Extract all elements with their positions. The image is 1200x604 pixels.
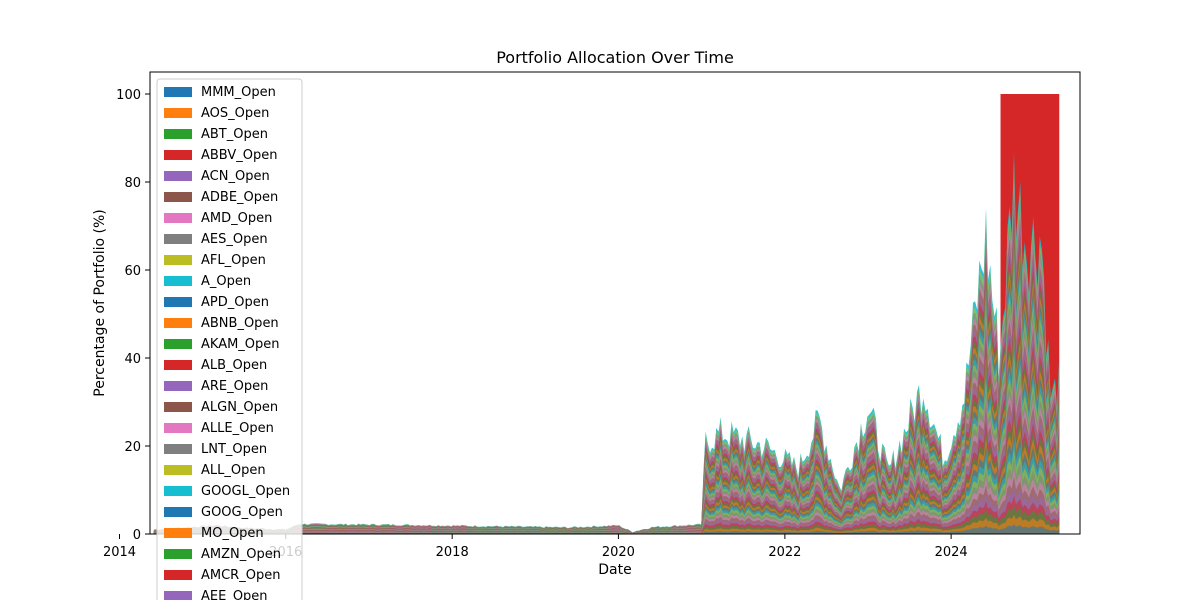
stacked-area-band — [153, 524, 1060, 534]
x-tick-label: 2014 — [103, 545, 136, 560]
legend-label: AOS_Open — [201, 106, 269, 121]
x-axis-label: Date — [598, 562, 631, 578]
legend-swatch — [164, 192, 192, 202]
legend: MMM_Open AOS_Open ABT_Open ABBV_Open ACN_Ope… — [156, 78, 303, 604]
legend-label: AMCR_Open — [201, 568, 280, 583]
legend-label: ALGN_Open — [201, 400, 278, 415]
legend-label: ALB_Open — [201, 358, 267, 373]
legend-label: ADBE_Open — [201, 190, 278, 205]
legend-label: LNT_Open — [201, 442, 267, 457]
legend-label: GOOG_Open — [201, 505, 283, 520]
x-tick-label: 2022 — [768, 545, 801, 560]
legend-swatch — [164, 276, 192, 286]
legend-label: ABT_Open — [201, 127, 268, 142]
legend-swatch — [164, 507, 192, 517]
y-tick-label: 0 — [133, 528, 141, 543]
y-axis: 0 20 40 60 80 100 — [116, 88, 150, 543]
y-tick-label: 40 — [124, 352, 141, 367]
legend-swatch — [164, 87, 192, 97]
legend-swatch — [164, 444, 192, 454]
legend-swatch — [164, 423, 192, 433]
legend-swatch — [164, 255, 192, 265]
legend-label: AES_Open — [201, 232, 268, 247]
plot-frame — [149, 71, 1081, 535]
legend-swatch — [164, 549, 192, 559]
plot-area — [153, 94, 1060, 534]
legend-label: AKAM_Open — [201, 337, 280, 352]
x-tick-label: 2024 — [935, 545, 968, 560]
legend-swatch — [164, 108, 192, 118]
legend-label: ARE_Open — [201, 379, 268, 394]
legend-swatch — [164, 339, 192, 349]
y-tick-label: 20 — [124, 440, 141, 455]
legend-swatch — [164, 381, 192, 391]
legend-label: AMZN_Open — [201, 547, 281, 562]
legend-swatch — [164, 591, 192, 601]
legend-label: ABNB_Open — [201, 316, 279, 331]
legend-label: GOOGL_Open — [201, 484, 290, 499]
legend-label: APD_Open — [201, 295, 269, 310]
legend-label: ABBV_Open — [201, 148, 277, 163]
legend-swatch — [164, 486, 192, 496]
legend-label: MO_Open — [201, 526, 264, 541]
legend-label: A_Open — [201, 274, 251, 289]
legend-label: ALLE_Open — [201, 421, 274, 436]
legend-swatch — [164, 402, 192, 412]
legend-swatch — [164, 528, 192, 538]
legend-swatch — [164, 234, 192, 244]
legend-swatch — [164, 297, 192, 307]
legend-label: ALL_Open — [201, 463, 266, 478]
legend-swatch — [164, 129, 192, 139]
legend-label: AFL_Open — [201, 253, 266, 268]
y-tick-label: 80 — [124, 176, 141, 191]
legend-label: ACN_Open — [201, 169, 270, 184]
legend-swatch — [164, 318, 192, 328]
y-tick-label: 60 — [124, 264, 141, 279]
legend-swatch — [164, 171, 192, 181]
legend-swatch — [164, 150, 192, 160]
legend-box — [156, 78, 303, 604]
x-tick-label: 2018 — [436, 545, 469, 560]
chart-title: Portfolio Allocation Over Time — [496, 48, 734, 67]
legend-swatch — [164, 570, 192, 580]
legend-swatch — [164, 360, 192, 370]
legend-label: AMD_Open — [201, 211, 272, 226]
legend-swatch — [164, 465, 192, 475]
legend-swatch — [164, 213, 192, 223]
y-tick-label: 100 — [116, 88, 141, 103]
legend-label: AEE_Open — [201, 589, 268, 600]
legend-label: MMM_Open — [201, 85, 276, 100]
y-axis-label: Percentage of Portfolio (%) — [92, 209, 108, 396]
x-tick-label: 2020 — [602, 545, 635, 560]
